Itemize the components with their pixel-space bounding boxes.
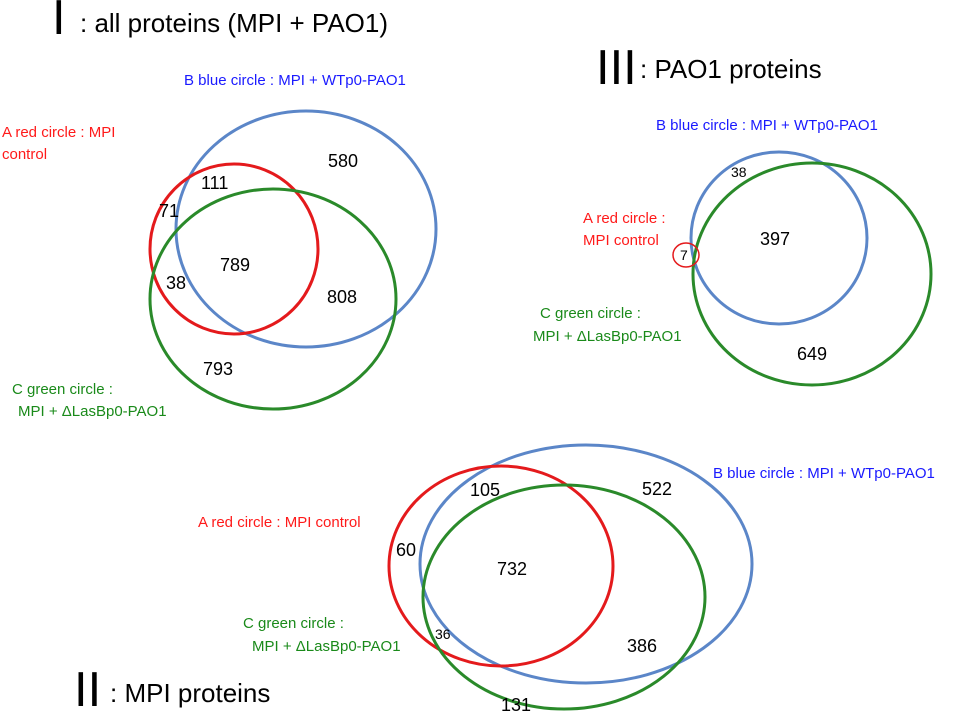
panel-pao1-proteins: III : PAO1 proteins B blue circle : MPI … bbox=[533, 41, 933, 387]
panel-2-center: 732 bbox=[497, 559, 527, 579]
panel-3-blue-only: 38 bbox=[731, 164, 747, 180]
panel-1-center: 789 bbox=[220, 255, 250, 275]
panel-1-green-label-1: C green circle : bbox=[12, 381, 113, 398]
panel-1-green-only: 793 bbox=[203, 359, 233, 379]
panel-2-red-green: 36 bbox=[435, 626, 451, 642]
panel-2-green-label-1: C green circle : bbox=[243, 615, 344, 632]
panel-3-red: 7 bbox=[680, 247, 688, 263]
panel-3-title: : PAO1 proteins bbox=[640, 54, 822, 84]
panel-1-blue-only: 580 bbox=[328, 151, 358, 171]
panel-2-green-only: 131 bbox=[501, 695, 531, 715]
panel-1-green-label-2: MPI + ΔLasBp0-PAO1 bbox=[18, 403, 167, 420]
panel-1-red-only: 71 bbox=[159, 201, 179, 221]
panel-2-blue-only: 522 bbox=[642, 479, 672, 499]
panel-1-red-label-1: A red circle : MPI bbox=[2, 124, 115, 141]
panel-2-blue-circle bbox=[418, 443, 754, 685]
panel-1-green-circle bbox=[148, 187, 398, 411]
panel-all-proteins: I : all proteins (MPI + PAO1) B blue cir… bbox=[2, 0, 438, 420]
panel-3-blue-label: B blue circle : MPI + WTp0-PAO1 bbox=[656, 117, 878, 134]
panel-mpi-proteins: II : MPI proteins B blue circle : MPI + … bbox=[74, 443, 935, 717]
panel-2-red-only: 60 bbox=[396, 540, 416, 560]
panel-2-blue-green: 386 bbox=[627, 636, 657, 656]
panel-2-blue-label: B blue circle : MPI + WTp0-PAO1 bbox=[713, 465, 935, 482]
panel-3-center: 397 bbox=[760, 229, 790, 249]
panel-2-red-circle bbox=[387, 464, 615, 668]
panel-2-roman: II bbox=[74, 663, 101, 717]
panel-1-blue-green: 808 bbox=[327, 287, 357, 307]
panel-3-red-circle bbox=[672, 242, 700, 268]
panel-1-blue-circle bbox=[174, 109, 438, 349]
panel-3-red-label-1: A red circle : bbox=[583, 210, 666, 227]
panel-1-red-circle bbox=[148, 162, 320, 336]
panel-3-roman: III bbox=[596, 41, 637, 95]
panel-3-blue-circle bbox=[689, 150, 869, 326]
panel-3-green-circle bbox=[691, 161, 933, 387]
panel-2-green-label-2: MPI + ΔLasBp0-PAO1 bbox=[252, 638, 401, 655]
panel-3-green-label-1: C green circle : bbox=[540, 305, 641, 322]
panel-1-roman: I bbox=[52, 0, 66, 45]
panel-1-blue-label: B blue circle : MPI + WTp0-PAO1 bbox=[184, 72, 406, 89]
panel-2-green-circle bbox=[421, 483, 707, 711]
panel-1-title: : all proteins (MPI + PAO1) bbox=[80, 8, 388, 38]
panel-1-red-blue: 111 bbox=[201, 173, 228, 193]
panel-3-green-only: 649 bbox=[797, 344, 827, 364]
panel-2-red-label: A red circle : MPI control bbox=[198, 514, 361, 531]
panel-2-red-blue: 105 bbox=[470, 480, 500, 500]
panel-2-title: : MPI proteins bbox=[110, 678, 270, 708]
panel-1-red-green: 38 bbox=[166, 273, 186, 293]
panel-3-red-label-2: MPI control bbox=[583, 232, 659, 249]
panel-1-red-label-2: control bbox=[2, 146, 47, 163]
panel-3-green-label-2: MPI + ΔLasBp0-PAO1 bbox=[533, 328, 682, 345]
